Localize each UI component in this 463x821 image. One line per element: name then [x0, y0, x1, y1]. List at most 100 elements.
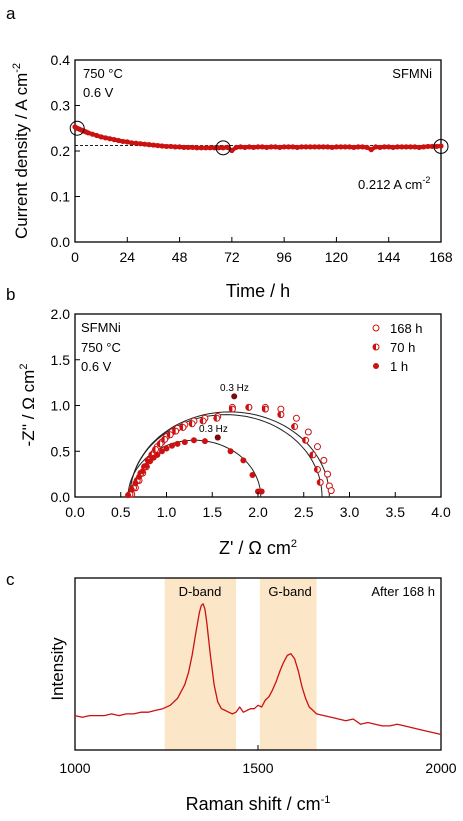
data-point — [133, 140, 139, 146]
data-point — [386, 144, 392, 150]
data-point-half-fill — [245, 404, 249, 411]
panel-b-chart: 0.0 0.5 1.0 1.5 2.0 2.5 3.0 3.5 4.0 0.0 0.5 1.0 1.5 2… — [18, 306, 451, 558]
data-point — [216, 145, 222, 151]
data-point — [150, 142, 157, 148]
data-point — [268, 144, 274, 150]
data-point — [124, 139, 130, 145]
data-point-half-fill — [317, 479, 321, 486]
band-highlight — [164, 578, 237, 750]
data-point — [255, 144, 261, 150]
band-highlight — [259, 578, 317, 750]
x-tick-label: 1.5 — [203, 504, 223, 520]
panel-a-annotation-sample: SFMNi — [392, 66, 432, 81]
panel-c-x-label: Raman shift / cm-1 — [186, 794, 331, 814]
data-point — [355, 144, 361, 150]
data-point — [373, 144, 379, 150]
data-point — [416, 144, 422, 150]
frequency-point — [214, 434, 221, 441]
y-tick-label: 1.5 — [51, 352, 71, 368]
data-point — [346, 144, 353, 150]
data-point-filled — [168, 442, 175, 449]
data-point-half-fill — [200, 418, 204, 425]
data-point — [89, 131, 96, 137]
data-point — [155, 142, 161, 149]
data-point — [129, 140, 135, 146]
y-tick-label: 0.3 — [51, 98, 71, 114]
x-tick-label: 24 — [119, 249, 135, 265]
data-point — [307, 144, 313, 150]
data-point-half-fill — [291, 423, 295, 430]
highlight-circle — [215, 140, 231, 156]
data-point-open — [327, 487, 335, 495]
data-point — [159, 143, 165, 149]
panel-b-annotation-temp: 750 °C — [81, 340, 121, 355]
panel-b-freq-outer: 0.3 Hz — [220, 383, 249, 394]
data-point-filled — [147, 458, 154, 465]
legend-label: 168 h — [390, 321, 423, 336]
panel-c-d-band-label: D-band — [179, 584, 222, 599]
data-point-open — [320, 456, 328, 464]
data-point — [377, 144, 383, 150]
y-tick-label: 0.5 — [51, 443, 71, 459]
data-point — [111, 137, 117, 143]
data-point — [312, 144, 318, 150]
panel-c-g-band-label: G-band — [268, 584, 311, 599]
data-point-filled — [373, 363, 379, 369]
data-point — [198, 145, 204, 151]
data-point — [107, 136, 113, 142]
data-point — [333, 144, 340, 150]
data-point — [251, 144, 257, 150]
y-tick-label: 0.0 — [51, 234, 71, 250]
data-point-filled — [143, 462, 150, 469]
data-point — [399, 144, 405, 150]
frequency-point — [231, 393, 238, 400]
data-point — [207, 145, 213, 151]
panel-label-c: c — [6, 570, 15, 589]
data-point — [290, 144, 296, 150]
panel-a-value-label: 0.212 A cm-2 — [358, 175, 430, 192]
data-point — [237, 144, 244, 150]
data-point — [351, 144, 357, 150]
panel-b-legend: 168 h 70 h 1 h — [372, 321, 423, 374]
data-point — [146, 142, 152, 148]
data-point — [394, 144, 401, 150]
data-point — [163, 143, 170, 150]
data-point — [102, 135, 109, 141]
panel-a-annotation-voltage: 0.6 V — [83, 85, 114, 100]
x-tick-label: 0.5 — [111, 504, 131, 520]
x-tick-label: 120 — [325, 249, 349, 265]
data-point-filled — [190, 437, 197, 444]
data-point — [98, 134, 104, 140]
data-point — [320, 144, 326, 150]
data-point-filled — [139, 468, 146, 475]
data-point — [403, 144, 409, 150]
data-point — [329, 144, 335, 150]
data-point-half-fill — [152, 446, 156, 453]
legend-label: 1 h — [390, 359, 408, 374]
y-tick-label: 0.4 — [51, 52, 71, 68]
x-tick-label: 0 — [71, 249, 79, 265]
data-point — [438, 143, 444, 149]
data-point — [203, 145, 209, 151]
data-point-filled — [163, 445, 170, 452]
x-tick-label: 48 — [172, 249, 188, 265]
data-point-open — [313, 443, 321, 451]
x-tick-label: 4.0 — [431, 504, 451, 520]
y-tick-label: 0.2 — [51, 143, 71, 159]
y-tick-label: 0.1 — [51, 189, 71, 205]
data-point — [172, 144, 178, 150]
data-point — [233, 144, 239, 150]
data-point — [120, 138, 126, 145]
panel-a-y-label: Current density / A cm-2 — [11, 63, 31, 239]
data-point — [338, 144, 344, 150]
data-point — [325, 144, 331, 150]
data-point — [190, 144, 196, 150]
y-tick-label: 1.0 — [51, 398, 71, 414]
data-point — [259, 144, 265, 150]
x-tick-label: 72 — [224, 249, 240, 265]
data-point — [220, 145, 226, 151]
x-tick-label: 3.5 — [386, 504, 406, 520]
data-point — [429, 143, 435, 150]
x-tick-label: 3.0 — [340, 504, 360, 520]
